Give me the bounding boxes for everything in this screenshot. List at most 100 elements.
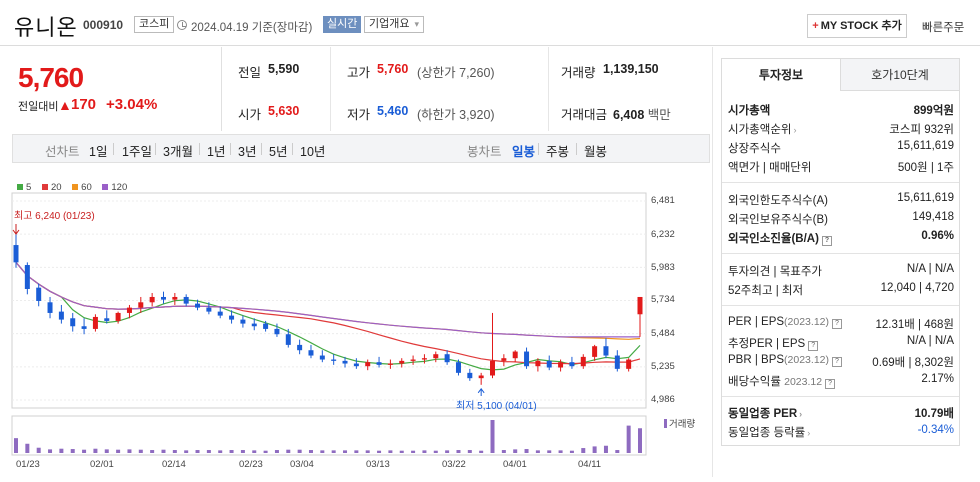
period-3m[interactable]: 3개월 <box>163 145 193 159</box>
low-label: 저가 <box>347 108 371 122</box>
legend-ma5: 5 <box>17 182 31 193</box>
volume-bar <box>195 450 200 453</box>
volume-bar <box>569 450 574 453</box>
x-tick: 04/01 <box>503 459 527 470</box>
volume-bar <box>59 448 64 453</box>
candle <box>626 359 632 369</box>
volume-bar <box>206 450 211 453</box>
candle <box>614 355 620 369</box>
volume-bar <box>513 449 518 453</box>
x-tick: 02/01 <box>90 459 114 470</box>
candle <box>376 362 382 365</box>
amount-value: 6,408 백만 <box>613 108 671 122</box>
tab-order-book[interactable]: 호가10단계 <box>841 59 959 91</box>
realtime-button[interactable]: 실시간 <box>323 16 362 33</box>
industry-per-row[interactable]: 동일업종 PER › 10.79배 <box>728 408 954 420</box>
volume-label: 거래량 <box>561 66 596 80</box>
volume-bar <box>93 448 98 453</box>
help-icon[interactable]: ? <box>832 357 842 367</box>
candle <box>13 245 19 263</box>
help-icon[interactable]: ? <box>821 236 832 246</box>
stock-name: 유니온 <box>14 15 78 40</box>
period-10y[interactable]: 10년 <box>300 145 326 159</box>
y-tick: 5,734 <box>651 294 675 305</box>
high-value: 5,760 <box>377 62 409 76</box>
volume-bar <box>184 450 189 453</box>
candle <box>195 303 201 308</box>
candle <box>387 363 393 365</box>
period-1w[interactable]: 1주일 <box>122 145 152 159</box>
candle <box>637 296 643 315</box>
candle <box>172 296 178 300</box>
candle <box>342 360 348 364</box>
x-tick: 03/04 <box>290 459 314 470</box>
y-tick: 6,232 <box>651 229 675 240</box>
help-icon[interactable]: ? <box>825 379 836 389</box>
prev-close-label: 전일 <box>238 66 262 80</box>
volume-bar <box>422 450 427 453</box>
volume-bar <box>14 438 18 453</box>
period-5y[interactable]: 5년 <box>269 145 288 159</box>
volume-bar <box>456 450 461 453</box>
help-icon[interactable]: ? <box>832 319 842 329</box>
volume-bar <box>615 450 620 453</box>
divider <box>230 143 231 155</box>
volume-bar <box>218 450 223 453</box>
divider <box>712 47 713 477</box>
candle <box>274 328 280 335</box>
volume-bar <box>547 450 552 453</box>
y-tick: 5,235 <box>651 361 675 372</box>
volume-bar <box>82 449 87 453</box>
volume-legend: 거래량 <box>664 416 695 430</box>
x-tick: 02/14 <box>162 459 186 470</box>
divider <box>113 143 114 155</box>
stock-header: 유니온 000910 코스피 2024.04.19 기준(장마감) 실시간 기업… <box>0 0 980 46</box>
volume-bar <box>433 450 438 453</box>
price-chart[interactable] <box>0 0 712 482</box>
upper-limit: (상한가 7,260) <box>417 66 495 80</box>
candle-monthly[interactable]: 월봉 <box>584 145 608 159</box>
volume-bar <box>388 450 393 453</box>
x-tick: 04/11 <box>578 459 602 470</box>
volume-bar <box>150 450 155 453</box>
ma-line-120 <box>15 262 640 338</box>
ma-line-5 <box>15 262 641 371</box>
candle <box>183 296 189 304</box>
candle <box>70 318 76 327</box>
volume-bar <box>343 450 348 453</box>
candle-weekly[interactable]: 주봉 <box>546 145 570 159</box>
industry-rate-row[interactable]: 동일업종 등락률 › -0.34% <box>728 424 954 439</box>
candle <box>104 318 110 321</box>
divider <box>722 396 959 397</box>
period-1d[interactable]: 1일 <box>89 145 108 159</box>
add-my-stock-button[interactable]: + MY STOCK 추가 <box>807 14 907 38</box>
chevron-right-icon: › <box>807 428 811 438</box>
candle <box>297 344 303 351</box>
candle-daily[interactable]: 일봉 <box>512 145 536 159</box>
high-arrow-icon <box>12 229 20 235</box>
tab-investment-info[interactable]: 투자정보 <box>722 59 841 91</box>
candle <box>399 360 405 364</box>
volume-bar <box>127 449 132 453</box>
candle <box>546 360 552 368</box>
cap-rank-row[interactable]: 시가총액순위 › 코스피 932위 <box>728 124 954 136</box>
candle <box>433 354 439 359</box>
candle <box>535 360 541 367</box>
shares-row: 상장주식수 15,611,619 <box>728 140 954 155</box>
candle <box>603 346 609 356</box>
candle <box>580 356 586 367</box>
period-1y[interactable]: 1년 <box>207 145 226 159</box>
chevron-right-icon: › <box>799 409 803 419</box>
y-tick: 5,983 <box>651 262 675 273</box>
volume-bar <box>320 450 325 453</box>
quick-order-link[interactable]: 빠른주문 <box>922 22 965 34</box>
candle <box>353 363 359 367</box>
divider <box>722 253 959 254</box>
help-icon[interactable]: ? <box>808 341 819 351</box>
period-3y[interactable]: 3년 <box>238 145 257 159</box>
company-overview-button[interactable]: 기업개요 ▾ <box>364 16 425 33</box>
candle <box>478 375 484 379</box>
plus-icon: + <box>812 20 819 32</box>
divider <box>330 47 331 131</box>
volume-bar <box>116 449 121 453</box>
